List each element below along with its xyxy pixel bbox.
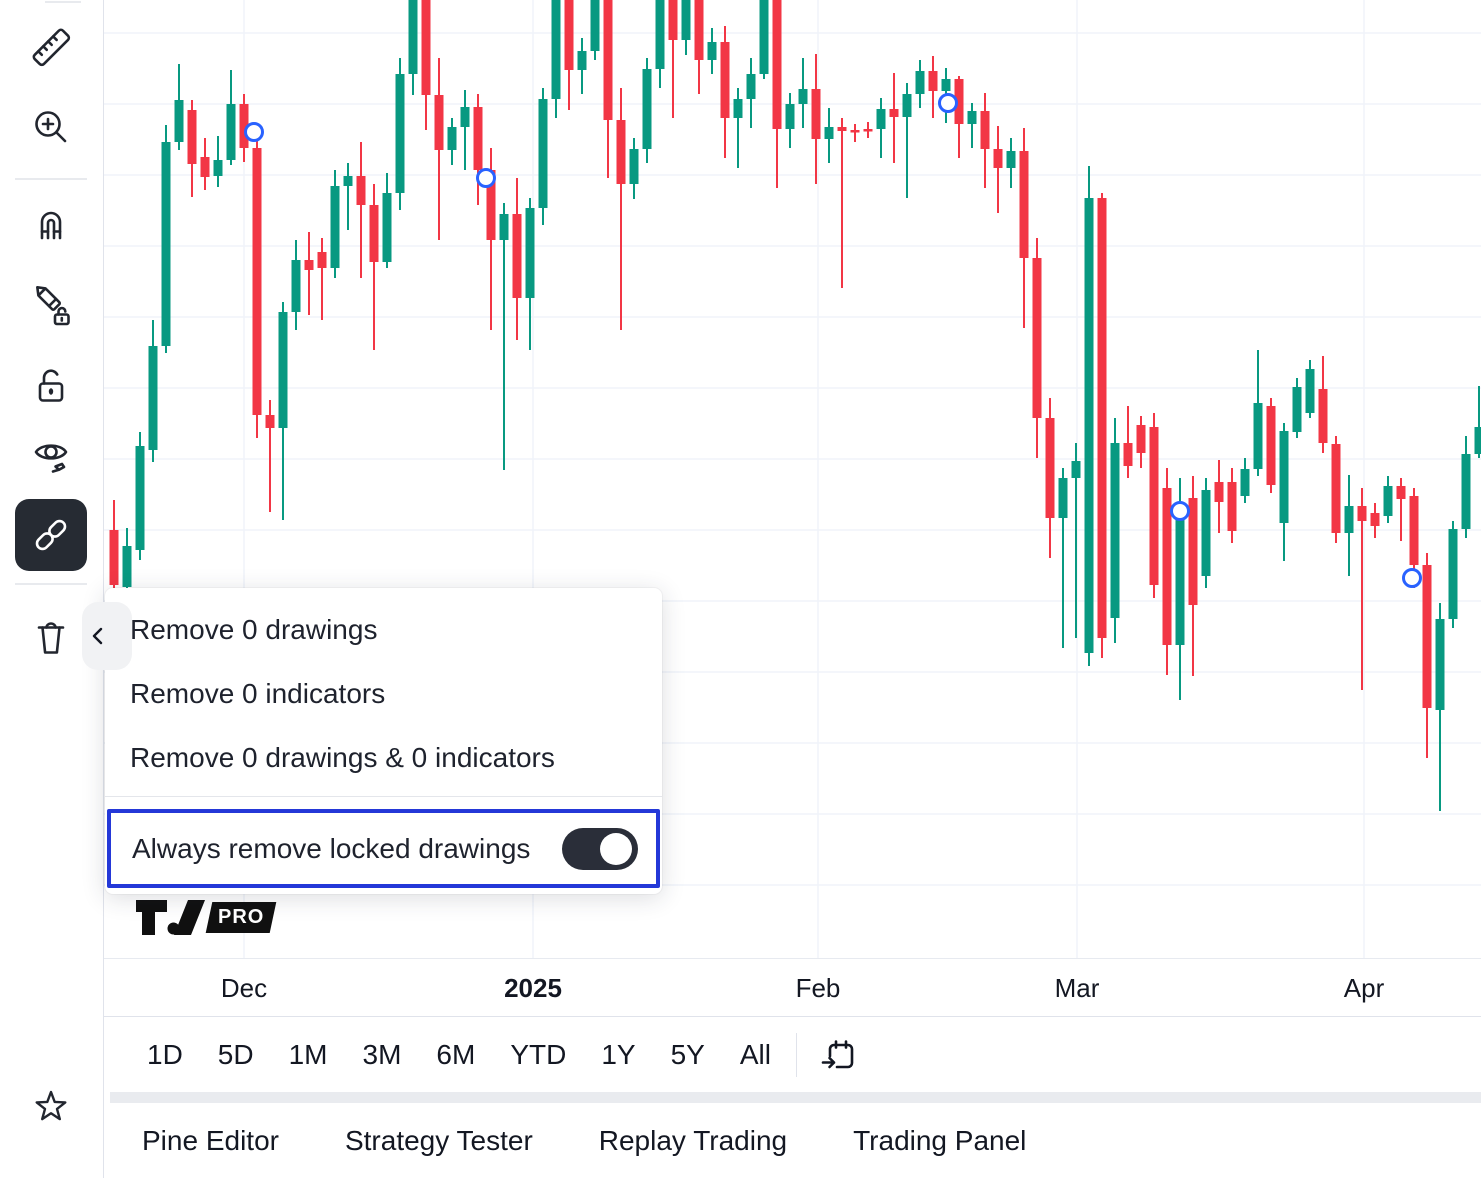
drawing-anchor-point[interactable] [244,122,264,142]
tradingview-logo[interactable]: PRO [135,898,285,938]
time-axis[interactable]: Dec 2025 Feb Mar Apr [104,958,1481,1016]
remove-objects-menu: Remove 0 drawings Remove 0 indicators Remo… [105,588,662,894]
pro-badge-label: PRO [217,906,265,928]
tab-strategy-tester[interactable]: Strategy Tester [344,1124,533,1156]
pencil-lock-icon [36,286,70,326]
zoom-in-icon [35,111,67,143]
timeframe-button-1d[interactable]: 1D [147,1039,183,1070]
remove-objects-trash-button[interactable] [29,614,73,658]
tradingview-mark-icon [136,900,205,935]
drawing-anchor-point[interactable] [1402,568,1422,588]
menu-item[interactable]: Remove 0 indicators [130,678,386,709]
timeframe-button-1m[interactable]: 1M [288,1039,328,1070]
always-remove-locked-setting[interactable]: Always remove locked drawings [107,809,660,888]
ruler-icon [32,28,71,67]
drawing-lock-button[interactable] [29,283,73,327]
measure-ruler-button[interactable] [29,25,73,69]
timeframe-button-ytd[interactable]: YTD [510,1039,567,1070]
link-icon [35,519,67,551]
tab-trading-panel[interactable]: Trading Panel [853,1124,1027,1156]
favorite-drawings-button[interactable] [29,1085,73,1129]
drawing-anchor-point[interactable] [476,168,496,188]
tab-pine-editor[interactable]: Pine Editor [142,1124,279,1156]
eye-icon [34,444,68,473]
trash-icon [37,622,65,654]
toolbar-divider [45,1,81,3]
axis-label: 2025 [504,973,562,1003]
axis-label: Feb [795,973,841,1003]
unlocked-padlock-icon [38,369,64,402]
timeframe-toolbar: 1D 5D 1M 3M 6M YTD 1Y 5Y All [104,1016,1481,1093]
timeframe-button-all[interactable]: All [739,1039,771,1070]
menu-item[interactable]: Remove 0 drawings & 0 indicators [130,742,555,773]
toggle-knob [600,832,632,865]
panel-gap [110,1092,1481,1103]
toolbar-collapse-handle[interactable] [82,602,132,670]
always-remove-locked-label: Always remove locked drawings [132,832,531,864]
bottom-tabs-panel: Pine Editor Strategy Tester Replay Trading… [110,1103,1481,1178]
tab-replay-trading[interactable]: Replay Trading [598,1124,788,1156]
toolbar-divider [795,1033,797,1077]
menu-divider [105,796,662,797]
star-icon [35,1090,67,1121]
magnet-mode-button[interactable] [29,206,73,250]
menu-item[interactable]: Remove 0 drawings [130,614,378,645]
hide-drawings-button[interactable] [29,433,73,477]
timeframe-button-5y[interactable]: 5Y [670,1039,705,1070]
timeframe-button-3m[interactable]: 3M [362,1039,402,1070]
pro-badge: PRO [205,902,277,933]
drawing-anchor-point[interactable] [938,93,958,113]
magnet-icon [40,211,62,240]
zoom-in-button[interactable] [29,105,73,149]
go-to-date-button[interactable] [811,1029,867,1081]
axis-label: Mar [1054,973,1100,1003]
always-remove-locked-toggle[interactable] [562,827,638,870]
toolbar-divider [15,583,87,585]
drawing-toolbar [0,0,104,1178]
drawing-anchor-point[interactable] [1170,501,1190,521]
go-to-date-calendar-icon [821,1040,854,1069]
timeframe-button-5d[interactable]: 5D [217,1039,254,1070]
chevron-left-icon [92,627,103,645]
timeframe-button-1y[interactable]: 1Y [601,1039,636,1070]
axis-label: Dec [220,973,268,1003]
stay-in-drawing-mode-button[interactable] [15,499,87,571]
axis-label: Apr [1343,973,1385,1003]
toolbar-divider [15,178,87,180]
timeframe-button-6m[interactable]: 6M [436,1039,476,1070]
lock-all-drawings-button[interactable] [29,363,73,407]
